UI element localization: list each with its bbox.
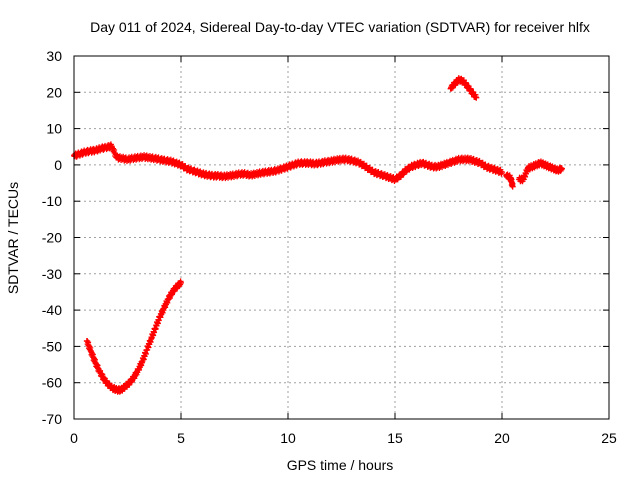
y-tick-label: -70 (42, 411, 62, 427)
x-tick-label: 10 (280, 430, 296, 446)
x-tick-label: 5 (177, 430, 185, 446)
x-tick-label: 0 (70, 430, 78, 446)
data-point (558, 165, 565, 172)
data-points (71, 75, 565, 395)
data-point (473, 94, 480, 101)
y-tick-label: -40 (42, 302, 62, 318)
x-tick-label: 15 (387, 430, 403, 446)
x-tick-label: 20 (494, 430, 510, 446)
y-tick-label: -30 (42, 266, 62, 282)
x-tick-label: 25 (601, 430, 617, 446)
y-tick-label: -60 (42, 375, 62, 391)
x-axis-label: GPS time / hours (287, 457, 394, 473)
y-tick-label: 0 (54, 157, 62, 173)
data-point (499, 169, 505, 176)
y-tick-label: -50 (42, 338, 62, 354)
y-axis-ticks: -70 -60 -50 -40 -30 -20 -10 0 10 20 30 (42, 48, 609, 427)
x-axis-ticks: 0 5 10 15 20 25 (70, 56, 617, 446)
grid-lines (74, 56, 609, 419)
y-tick-label: -10 (42, 193, 62, 209)
data-point (178, 279, 184, 286)
y-tick-label: -20 (42, 230, 62, 246)
y-tick-label: 20 (46, 84, 62, 100)
data-point (509, 183, 516, 190)
y-tick-label: 30 (46, 48, 62, 64)
y-tick-label: 10 (46, 121, 62, 137)
y-axis-label: SDTVAR / TECUs (5, 182, 21, 294)
chart-title: Day 011 of 2024, Sidereal Day-to-day VTE… (90, 19, 590, 35)
